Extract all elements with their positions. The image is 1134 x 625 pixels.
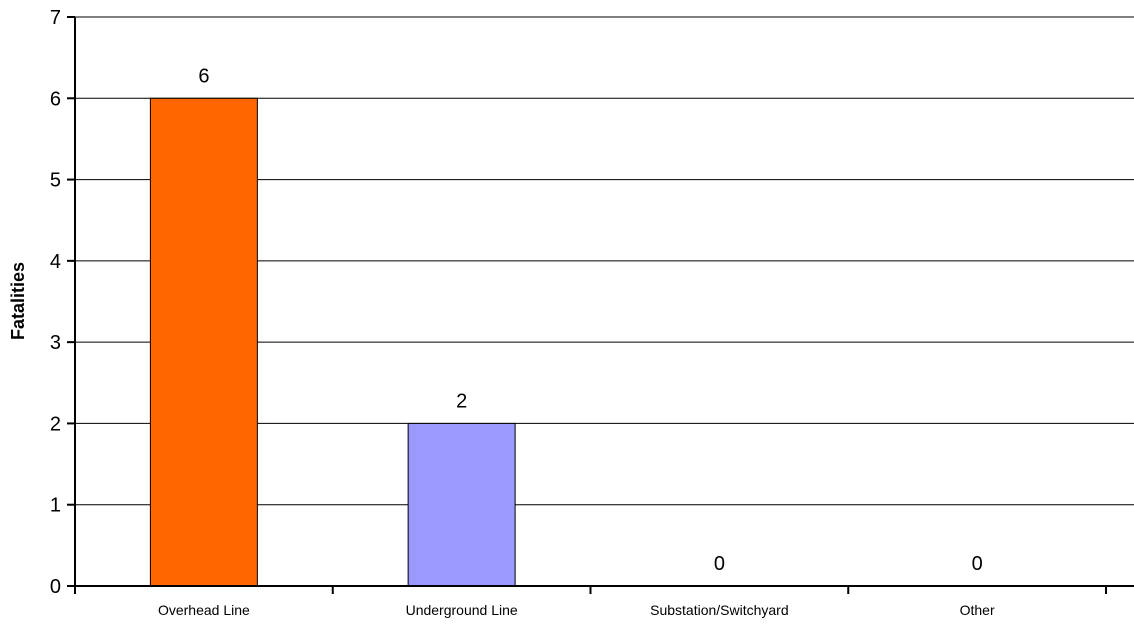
y-axis-title: Fatalities [8,262,28,340]
bar [149,97,258,587]
y-tick-label: 0 [50,576,61,598]
data-label: 6 [198,65,209,87]
axes [74,17,1134,587]
data-labels: 6 2 0 0 [198,65,982,575]
x-ticks: Overhead Line Underground Line Substation/… [74,586,1107,618]
y-ticks: 0 1 2 3 4 5 6 7 [50,7,75,598]
y-tick-label: 7 [50,7,61,29]
y-tick-label: 2 [50,413,61,435]
y-tick-label: 6 [50,88,61,110]
data-label: 0 [972,553,983,575]
x-tick-label: Underground Line [406,602,518,618]
y-tick-label: 1 [50,495,61,517]
bar [407,422,516,587]
y-tick-label: 4 [50,251,61,273]
x-tick-label: Substation/Switchyard [650,602,789,618]
y-tick-label: 3 [50,332,61,354]
x-tick-label: Overhead Line [158,602,250,618]
data-label: 2 [456,390,467,412]
y-tick-label: 5 [50,170,61,192]
x-tick-label: Other [960,602,995,618]
data-label: 0 [714,553,725,575]
